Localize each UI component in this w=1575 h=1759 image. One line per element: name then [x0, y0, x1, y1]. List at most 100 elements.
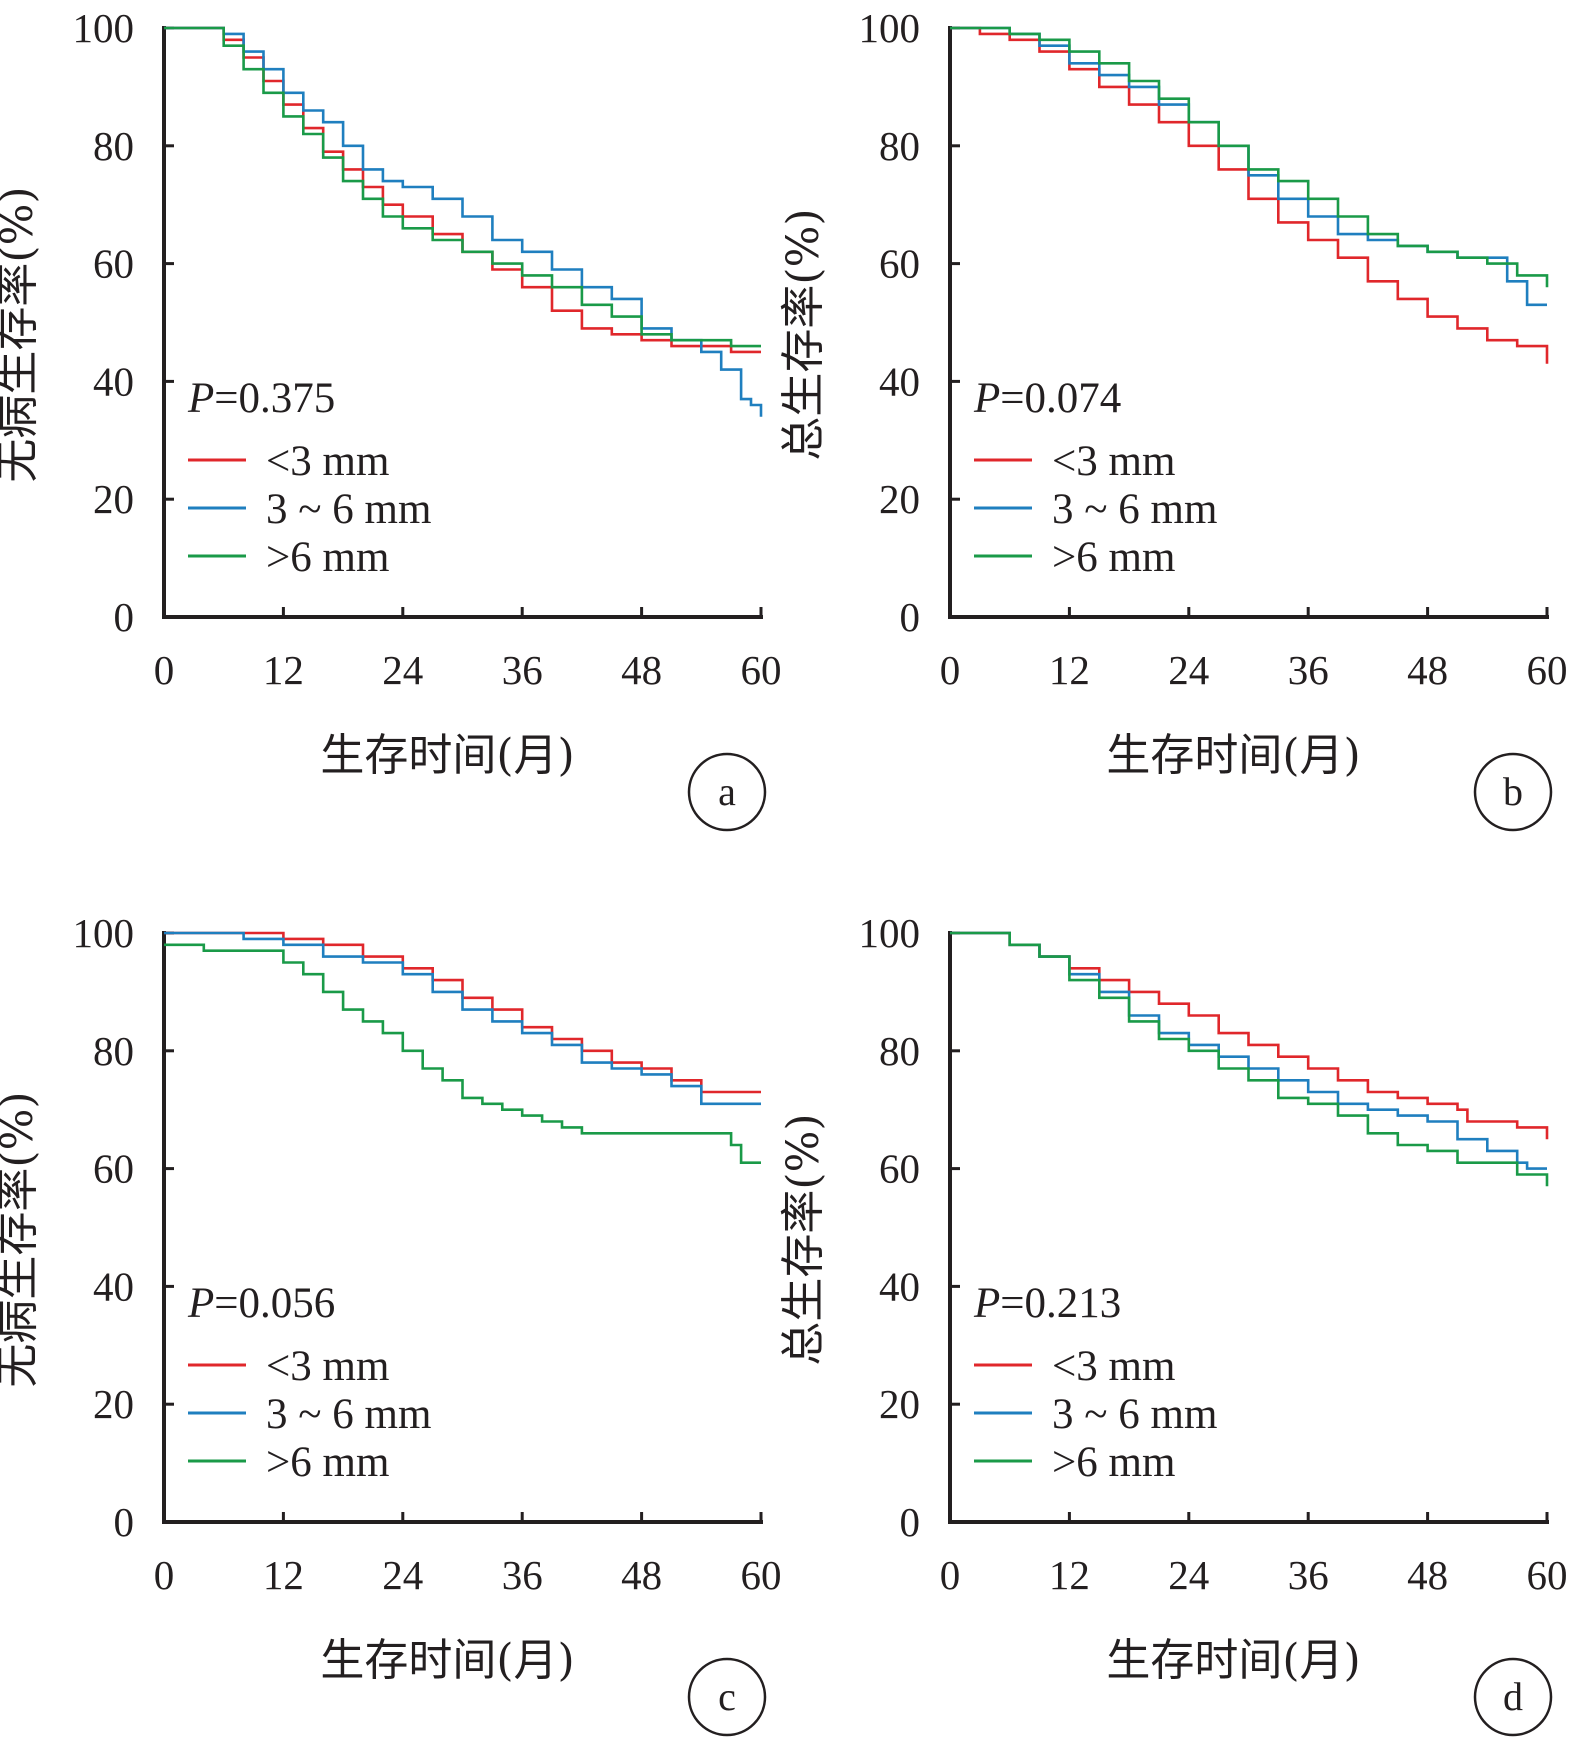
- series-line-1: [164, 26, 761, 354]
- x-tick-label: 60: [1527, 1552, 1568, 1598]
- y-tick-label: 100: [859, 910, 921, 956]
- legend-label-2: 3 ~ 6 mm: [1052, 1391, 1217, 1438]
- y-tick-label: 60: [879, 241, 920, 287]
- p-value-number: =0.375: [214, 375, 335, 422]
- legend-label-2: 3 ~ 6 mm: [266, 486, 431, 533]
- series-line-1: [950, 26, 1549, 364]
- panel-letter: d: [1503, 1674, 1523, 1719]
- x-tick-label: 36: [1288, 1552, 1329, 1598]
- panel-letter: c: [718, 1674, 736, 1719]
- y-tick-label: 20: [879, 476, 920, 522]
- p-value-italic-p: P: [973, 375, 1000, 422]
- p-value-number: =0.056: [214, 1280, 335, 1327]
- y-axis-title: 无病生存率(%): [0, 186, 43, 482]
- x-tick-label: 48: [621, 647, 662, 693]
- chart-panel-d: 0 20 40 60 80 100 0 12 24 36 48 60 P=0.213 <3 mm3 ~ 6…: [778, 910, 1568, 1737]
- panel-letter-circle: [687, 752, 767, 832]
- series-line-2: [950, 931, 1547, 1170]
- p-value-label: P=0.056: [187, 1280, 335, 1327]
- y-tick-label: 60: [93, 1146, 134, 1192]
- x-tick-label: 60: [741, 647, 782, 693]
- x-tick-label: 36: [1288, 647, 1329, 693]
- series-line-3: [164, 943, 761, 1164]
- panel-letter: a: [718, 769, 736, 814]
- legend-label-2: 3 ~ 6 mm: [266, 1391, 431, 1438]
- y-tick-label: 0: [900, 1499, 921, 1545]
- x-tick-label: 36: [502, 1552, 543, 1598]
- x-tick-label: 12: [263, 647, 304, 693]
- y-tick-label: 20: [93, 1381, 134, 1427]
- series-line-2: [164, 26, 763, 417]
- x-tick-label: 0: [940, 647, 961, 693]
- y-tick-label: 20: [93, 476, 134, 522]
- y-tick-label: 60: [93, 241, 134, 287]
- y-tick-label: 40: [879, 1263, 920, 1309]
- p-value-number: =0.213: [1000, 1280, 1121, 1327]
- p-value-italic-p: P: [187, 375, 214, 422]
- y-axis-title: 总生存率(%): [778, 1113, 829, 1365]
- series-line-2: [164, 931, 761, 1106]
- series-line-3: [950, 26, 1549, 288]
- p-value-italic-p: P: [973, 1280, 1000, 1327]
- x-tick-label: 24: [382, 647, 423, 693]
- x-tick-label: 48: [1407, 1552, 1448, 1598]
- x-tick-label: 24: [1168, 647, 1209, 693]
- x-tick-label: 36: [502, 647, 543, 693]
- y-tick-label: 20: [879, 1381, 920, 1427]
- legend-label-1: <3 mm: [266, 1343, 389, 1390]
- p-value-italic-p: P: [187, 1280, 214, 1327]
- y-tick-label: 40: [93, 1263, 134, 1309]
- y-tick-label: 40: [93, 358, 134, 404]
- chart-panel-c: 0 20 40 60 80 100 0 12 24 36 48 60 P=0.056 <3 mm3 ~ 6…: [0, 910, 782, 1737]
- y-tick-label: 80: [93, 123, 134, 169]
- y-tick-label: 100: [73, 5, 135, 51]
- panel-letter: b: [1503, 769, 1523, 814]
- x-tick-label: 12: [1049, 647, 1090, 693]
- y-axis-title: 总生存率(%): [778, 208, 829, 460]
- y-tick-label: 0: [900, 594, 921, 640]
- x-tick-label: 24: [1168, 1552, 1209, 1598]
- y-tick-label: 100: [859, 5, 921, 51]
- x-tick-label: 60: [741, 1552, 782, 1598]
- x-tick-label: 0: [940, 1552, 961, 1598]
- x-tick-label: 0: [154, 1552, 175, 1598]
- legend-label-1: <3 mm: [1052, 1343, 1175, 1390]
- legend-label-3: >6 mm: [266, 1439, 389, 1486]
- x-tick-label: 12: [263, 1552, 304, 1598]
- y-tick-label: 0: [114, 594, 135, 640]
- chart-panel-b: 0 20 40 60 80 100 0 12 24 36 48 60 P=0.074 <3 mm3 ~ 6…: [778, 5, 1568, 832]
- panel-letter-circle: [1473, 752, 1553, 832]
- series-line-1: [164, 931, 761, 1094]
- series-line-3: [164, 26, 761, 348]
- panel-letter-circle: [1473, 1657, 1553, 1737]
- legend-label-2: 3 ~ 6 mm: [1052, 486, 1217, 533]
- x-axis-title: 生存时间(月): [1106, 730, 1360, 781]
- series-line-1: [950, 931, 1549, 1140]
- y-tick-label: 80: [879, 1028, 920, 1074]
- panel-letter-circle: [687, 1657, 767, 1737]
- y-tick-label: 100: [73, 910, 135, 956]
- y-tick-label: 40: [879, 358, 920, 404]
- x-tick-label: 12: [1049, 1552, 1090, 1598]
- y-tick-label: 0: [114, 1499, 135, 1545]
- x-tick-label: 0: [154, 647, 175, 693]
- y-tick-label: 80: [879, 123, 920, 169]
- y-tick-label: 60: [879, 1146, 920, 1192]
- legend-label-3: >6 mm: [1052, 1439, 1175, 1486]
- x-axis-title: 生存时间(月): [1106, 1635, 1360, 1686]
- p-value-label: P=0.213: [973, 1280, 1121, 1327]
- legend-label-1: <3 mm: [1052, 438, 1175, 485]
- legend-label-1: <3 mm: [266, 438, 389, 485]
- legend-label-3: >6 mm: [1052, 534, 1175, 581]
- y-tick-label: 80: [93, 1028, 134, 1074]
- x-axis-title: 生存时间(月): [320, 730, 574, 781]
- p-value-label: P=0.074: [973, 375, 1121, 422]
- x-tick-label: 24: [382, 1552, 423, 1598]
- legend-label-3: >6 mm: [266, 534, 389, 581]
- series-line-3: [950, 931, 1549, 1187]
- x-tick-label: 48: [1407, 647, 1448, 693]
- p-value-label: P=0.375: [187, 375, 335, 422]
- x-tick-label: 60: [1527, 647, 1568, 693]
- chart-panel-a: 0 20 40 60 80 100 0 12 24 36 48 60 P=0.375 <3 mm3 ~ 6…: [0, 5, 782, 832]
